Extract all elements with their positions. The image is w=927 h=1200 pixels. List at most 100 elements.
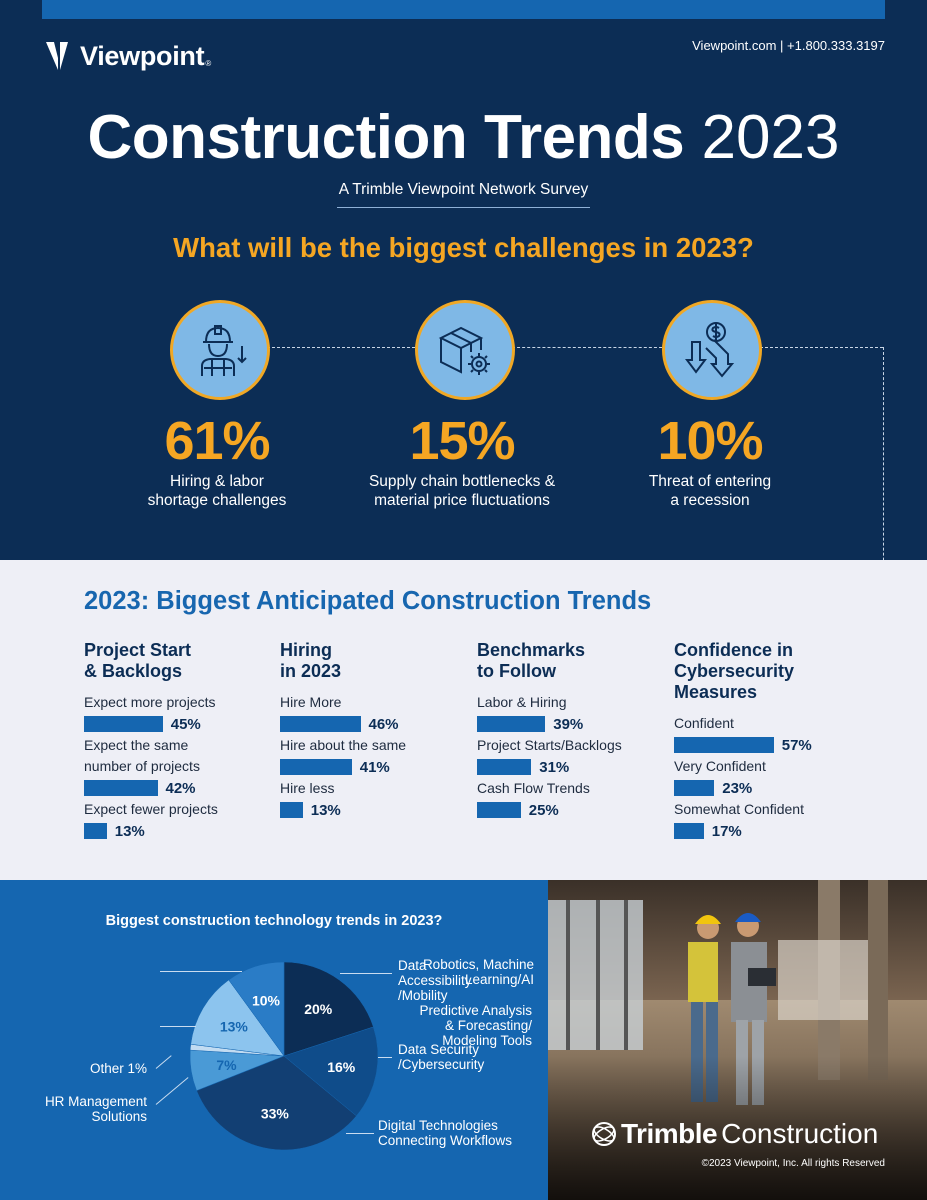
connector-line-2 [512, 347, 662, 348]
trend-bar [477, 716, 546, 732]
trend-item-label: Hire about the same [280, 737, 407, 753]
trend-column-hiring: Hiring in 2023 Hire More 46% Hire about … [280, 640, 460, 821]
challenge-percent: 15% [409, 411, 515, 471]
construction-worker-icon [201, 325, 247, 376]
trend-column-projects: Project Start & Backlogs Expect more pro… [84, 640, 264, 842]
trend-bar-row: 25% [477, 799, 657, 821]
label-line: Solutions [91, 1109, 147, 1124]
trend-item-label: Somewhat Confident [674, 801, 804, 817]
trend-bar-value: 46% [368, 715, 399, 733]
trend-bar [84, 823, 107, 839]
label-line: Digital Technologies [378, 1118, 498, 1133]
leader-line [340, 973, 392, 974]
trend-bar-row: 45% [84, 713, 264, 735]
column-title-line2: & Backlogs [84, 661, 183, 681]
leader-line [378, 1057, 392, 1058]
workers-photo-illustration [548, 880, 927, 1200]
trend-item-label: Cash Flow Trends [477, 780, 590, 796]
trend-bar-value: 57% [781, 736, 812, 754]
trend-column-cybersecurity: Confidence in Cybersecurity Measures Con… [674, 640, 854, 842]
challenge-percent: 10% [657, 411, 763, 471]
trend-bar-row: 31% [477, 756, 657, 778]
trend-item-label: Expect fewer projects [84, 801, 218, 817]
trends-title: 2023: Biggest Anticipated Construction T… [84, 587, 652, 615]
connector-line-3 [760, 347, 883, 348]
challenge-stat-recession: 10% Threat of entering a recession [580, 410, 840, 510]
trend-bar [84, 716, 163, 732]
trend-bar [477, 759, 532, 775]
trend-bar-row: 46% [280, 713, 460, 735]
trend-item-label: Confident [674, 715, 734, 731]
pie-slice [283, 1026, 379, 1117]
pie-chart-title: Biggest construction technology trends i… [105, 913, 443, 929]
contact-info[interactable]: Viewpoint.com | +1.800.333.3197 [692, 38, 885, 53]
package-gear-icon [438, 326, 490, 375]
pie-label-digital-technologies: Digital Technologies Connecting Workflow… [378, 1118, 512, 1148]
pie-slice-label: 13% [220, 1018, 249, 1034]
trend-bar [674, 737, 774, 753]
trend-item-label: Project Starts/Backlogs [477, 737, 622, 753]
pie-slice-label: 16% [327, 1059, 356, 1075]
trimble-globe-icon [592, 1122, 616, 1146]
trend-bar-value: 41% [359, 758, 390, 776]
pie-label-data-accessibility: Data Accessibility /Mobility [398, 958, 472, 1003]
pie-label-predictive: Predictive Analysis & Forecasting/ Model… [419, 1003, 532, 1048]
pie-label-hr: HR Management Solutions [45, 1094, 147, 1124]
construction-site-photo [548, 880, 927, 1200]
column-title-line1: Confidence in [674, 640, 794, 660]
trend-bar-row: 39% [477, 713, 657, 735]
label-line: Modeling Tools [442, 1033, 532, 1048]
leader-line [346, 1133, 374, 1134]
trend-column-benchmarks: Benchmarks to Follow Labor & Hiring 39% … [477, 640, 657, 821]
label-line: Accessibility [398, 973, 472, 988]
subtitle-text: A Trimble Viewpoint Network Survey [336, 181, 591, 208]
label-line: Robotics, Machine [422, 957, 534, 972]
trend-bar [84, 780, 158, 796]
leader-line [160, 1026, 196, 1027]
leader-line [160, 971, 242, 972]
viewpoint-logo-icon [46, 42, 68, 70]
dollar-down-arrows-icon [685, 322, 735, 378]
trend-bar-row: 57% [674, 734, 854, 756]
column-title-line1: Hiring [280, 640, 332, 660]
challenge-circle-recession [662, 300, 762, 400]
trend-bar-value: 13% [114, 822, 145, 840]
challenges-question: What will be the biggest challenges in 2… [173, 232, 754, 263]
trimble-construction-logo[interactable]: Trimble Construction [590, 1118, 878, 1150]
trend-bar-value: 17% [711, 822, 742, 840]
pie-slice-label: 20% [304, 1001, 333, 1017]
viewpoint-logo[interactable]: Viewpoint ® [44, 40, 211, 72]
label-line: Data [398, 958, 427, 973]
trend-bar-value: 23% [722, 779, 753, 797]
trend-bar [674, 823, 704, 839]
label-line: Learning/AI [464, 972, 534, 987]
connector-line-1 [267, 347, 415, 348]
column-title-line3: Measures [674, 682, 758, 702]
challenge-desc-line2: shortage challenges [147, 492, 287, 509]
challenge-stat-supply: 15% Supply chain bottlenecks & material … [332, 410, 592, 510]
pie-slice [196, 1055, 357, 1151]
trend-bar-row: 23% [674, 777, 854, 799]
top-stripe [42, 0, 885, 19]
brand-registered-mark: ® [205, 58, 212, 68]
column-title-line1: Project Start [84, 640, 192, 660]
column-title-line1: Benchmarks [477, 640, 586, 660]
column-title-line2: in 2023 [280, 661, 342, 681]
challenge-percent: 61% [164, 411, 270, 471]
column-title-line2: Cybersecurity [674, 661, 795, 681]
trend-bar-row: 13% [84, 820, 264, 842]
title-main: Construction Trends [87, 103, 685, 172]
label-line: Predictive Analysis [419, 1003, 532, 1018]
label-line: HR Management [44, 1094, 147, 1109]
challenge-desc-line1: Hiring & labor [170, 473, 264, 490]
column-title-line2: to Follow [477, 661, 556, 681]
challenge-desc-line2: a recession [670, 492, 750, 509]
trend-bar [280, 716, 361, 732]
challenge-desc-line1: Threat of entering [648, 473, 772, 490]
trend-bar-value: 45% [170, 715, 201, 733]
challenge-stat-hiring: 61% Hiring & labor shortage challenges [87, 410, 347, 510]
label-line: & Forecasting/ [444, 1018, 532, 1033]
trend-bar [674, 780, 715, 796]
trend-item-label: Very Confident [674, 758, 766, 774]
label-line: Connecting Workflows [378, 1133, 513, 1148]
